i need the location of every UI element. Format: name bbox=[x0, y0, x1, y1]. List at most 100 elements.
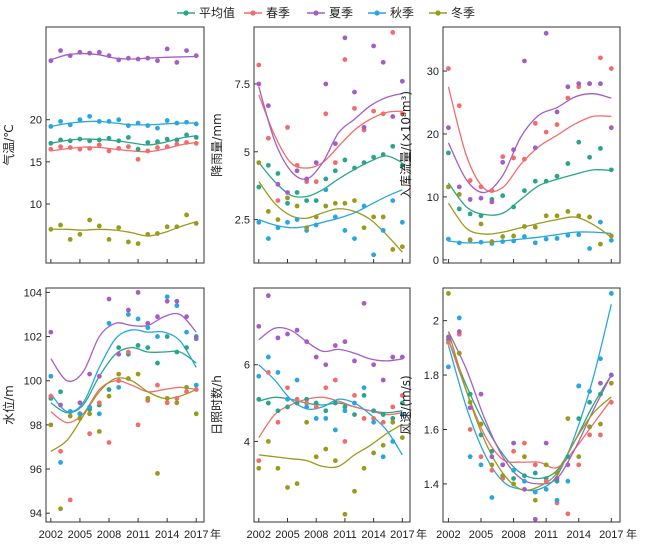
data-point-water-level-3-4 bbox=[87, 404, 93, 410]
data-point-wind-speed-2-2 bbox=[467, 405, 473, 411]
data-point-reservoir-inflow-4-4 bbox=[489, 239, 495, 245]
data-point-reservoir-inflow-4-0 bbox=[446, 184, 451, 190]
data-point-sunshine-hours-3-0 bbox=[256, 373, 262, 379]
data-point-temperature-1-14 bbox=[184, 140, 189, 145]
data-point-temperature-3-5 bbox=[96, 119, 102, 124]
data-point-water-level-3-0 bbox=[48, 373, 54, 379]
data-point-reservoir-inflow-1-3 bbox=[478, 184, 484, 190]
data-point-wind-speed-0-14 bbox=[598, 391, 603, 397]
data-point-precipitation-1-9 bbox=[342, 57, 348, 62]
data-point-reservoir-inflow-3-8 bbox=[532, 240, 538, 246]
data-point-precipitation-0-4 bbox=[294, 190, 300, 195]
data-point-reservoir-inflow-4-5 bbox=[500, 234, 506, 239]
data-point-water-level-1-4 bbox=[87, 431, 93, 437]
data-point-reservoir-inflow-4-2 bbox=[467, 237, 473, 243]
data-point-reservoir-inflow-1-0 bbox=[446, 66, 451, 71]
y-tick-label-temperature-0: 10 bbox=[30, 199, 42, 211]
trend-line-sunshine-hours-3 bbox=[258, 364, 403, 456]
data-point-wind-speed-1-7 bbox=[522, 440, 527, 446]
y-tick-label-wind-speed-1: 1.6 bbox=[424, 424, 439, 436]
data-point-reservoir-inflow-1-11 bbox=[565, 95, 571, 101]
data-point-precipitation-2-8 bbox=[332, 141, 338, 147]
data-point-sunshine-hours-4-9 bbox=[342, 511, 348, 517]
data-point-sunshine-hours-0-12 bbox=[371, 408, 377, 414]
data-point-temperature-2-0 bbox=[48, 58, 54, 64]
data-point-water-level-2-10 bbox=[145, 320, 151, 326]
data-point-water-level-4-4 bbox=[87, 411, 93, 417]
trend-line-temperature-2 bbox=[50, 52, 197, 61]
data-point-wind-speed-1-4 bbox=[489, 467, 495, 473]
data-point-wind-speed-4-8 bbox=[532, 497, 538, 503]
data-point-temperature-4-1 bbox=[58, 222, 63, 228]
data-point-sunshine-hours-0-0 bbox=[256, 396, 262, 402]
data-point-wind-speed-2-9 bbox=[543, 440, 549, 446]
data-point-precipitation-3-4 bbox=[294, 217, 300, 223]
data-point-reservoir-inflow-2-15 bbox=[608, 125, 614, 131]
data-point-temperature-3-2 bbox=[67, 122, 73, 128]
data-point-water-level-3-14 bbox=[184, 329, 189, 335]
data-point-water-level-2-4 bbox=[87, 371, 93, 377]
trend-line-reservoir-inflow-4 bbox=[447, 202, 612, 238]
data-point-precipitation-2-0 bbox=[256, 81, 262, 87]
trend-line-sunshine-hours-1 bbox=[258, 396, 403, 438]
data-point-sunshine-hours-3-8 bbox=[332, 427, 338, 433]
data-point-sunshine-hours-2-7 bbox=[323, 362, 329, 368]
data-point-reservoir-inflow-4-12 bbox=[576, 213, 582, 219]
data-point-water-level-4-11 bbox=[155, 471, 160, 476]
data-point-wind-speed-0-12 bbox=[576, 416, 582, 421]
data-point-temperature-4-6 bbox=[106, 237, 112, 242]
data-point-sunshine-hours-3-15 bbox=[399, 412, 405, 417]
data-point-precipitation-0-5 bbox=[304, 198, 310, 204]
data-point-temperature-0-15 bbox=[193, 135, 199, 140]
data-point-temperature-3-8 bbox=[125, 123, 131, 129]
data-point-temperature-2-12 bbox=[164, 46, 170, 52]
data-point-wind-speed-4-6 bbox=[511, 481, 516, 487]
data-point-temperature-2-9 bbox=[135, 56, 141, 62]
data-point-precipitation-3-9 bbox=[342, 228, 348, 233]
data-point-sunshine-hours-4-5 bbox=[304, 419, 310, 425]
data-point-temperature-3-12 bbox=[164, 118, 170, 123]
data-point-wind-speed-2-10 bbox=[554, 476, 560, 481]
y-tick-label-reservoir-inflow-2: 20 bbox=[427, 129, 439, 141]
data-point-water-level-1-12 bbox=[164, 400, 170, 406]
data-point-wind-speed-3-1 bbox=[456, 315, 462, 321]
trend-line-precipitation-1 bbox=[258, 94, 403, 169]
data-point-reservoir-inflow-4-1 bbox=[456, 192, 462, 197]
data-point-sunshine-hours-3-10 bbox=[352, 400, 357, 406]
data-point-temperature-0-3 bbox=[77, 136, 83, 142]
data-point-temperature-3-11 bbox=[155, 125, 160, 131]
trend-line-water-level-0 bbox=[50, 346, 197, 414]
data-point-temperature-1-0 bbox=[48, 146, 54, 152]
trend-line-wind-speed-1 bbox=[447, 339, 612, 469]
data-point-precipitation-2-3 bbox=[285, 190, 290, 195]
data-point-reservoir-inflow-1-2 bbox=[467, 178, 473, 183]
legend-item-2: 夏季 bbox=[307, 6, 353, 20]
data-point-sunshine-hours-2-10 bbox=[352, 358, 357, 364]
data-point-reservoir-inflow-0-11 bbox=[565, 161, 571, 166]
data-point-sunshine-hours-3-7 bbox=[323, 416, 329, 421]
data-point-wind-speed-4-13 bbox=[587, 424, 592, 430]
data-point-precipitation-4-7 bbox=[323, 203, 329, 209]
data-point-water-level-4-7 bbox=[116, 371, 122, 377]
data-point-reservoir-inflow-3-15 bbox=[608, 237, 614, 243]
data-point-water-level-0-11 bbox=[155, 360, 160, 366]
data-point-wind-speed-3-3 bbox=[478, 462, 484, 468]
data-point-wind-speed-4-0 bbox=[446, 291, 451, 296]
x-axis-unit-wind-speed: 年 bbox=[626, 527, 637, 541]
data-point-temperature-4-11 bbox=[155, 231, 160, 236]
plot-frame-temperature bbox=[45, 26, 205, 264]
y-tick-label-wind-speed-0: 1.4 bbox=[424, 479, 439, 491]
data-point-temperature-0-2 bbox=[67, 138, 73, 144]
data-point-water-level-3-10 bbox=[145, 325, 151, 331]
data-point-sunshine-hours-1-0 bbox=[256, 458, 262, 464]
data-point-water-level-4-10 bbox=[145, 395, 151, 401]
data-point-precipitation-4-12 bbox=[371, 214, 377, 220]
data-point-sunshine-hours-1-11 bbox=[361, 416, 367, 421]
data-point-precipitation-3-13 bbox=[380, 228, 386, 233]
data-point-wind-speed-0-2 bbox=[467, 391, 473, 397]
data-point-temperature-0-14 bbox=[184, 132, 189, 138]
data-point-sunshine-hours-2-0 bbox=[256, 323, 262, 329]
y-tick-label-water-level-4: 102 bbox=[24, 332, 42, 344]
data-point-sunshine-hours-2-15 bbox=[399, 354, 405, 360]
